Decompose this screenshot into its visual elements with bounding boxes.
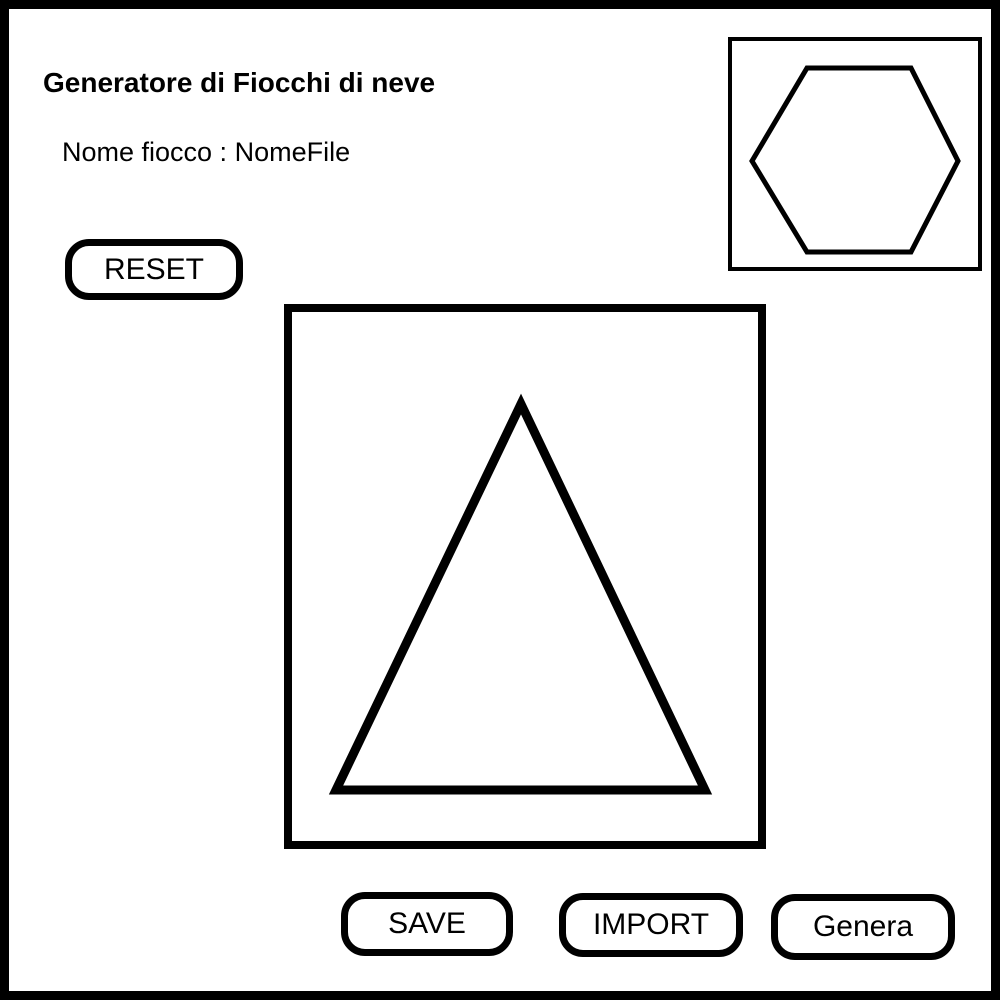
triangle-icon[interactable]	[292, 312, 758, 841]
reset-button-label: RESET	[103, 252, 205, 286]
import-button-label: IMPORT	[592, 908, 710, 941]
save-button[interactable]: SAVE	[341, 892, 513, 956]
reset-button[interactable]: RESET	[65, 239, 243, 300]
file-name-row: Nome fiocco : NomeFile	[62, 137, 350, 168]
file-name-label: Nome fiocco :	[62, 137, 228, 167]
hexagon-icon	[749, 65, 961, 255]
genera-button-label: Genera	[812, 910, 914, 943]
import-button[interactable]: IMPORT	[559, 893, 743, 957]
snowflake-editor-canvas[interactable]	[284, 304, 766, 849]
genera-button[interactable]: Genera	[771, 894, 955, 960]
save-button-label: SAVE	[388, 907, 466, 940]
app-title: Generatore di Fiocchi di neve	[43, 67, 436, 98]
snowflake-preview-panel	[728, 37, 982, 271]
file-name-value: NomeFile	[234, 137, 351, 167]
